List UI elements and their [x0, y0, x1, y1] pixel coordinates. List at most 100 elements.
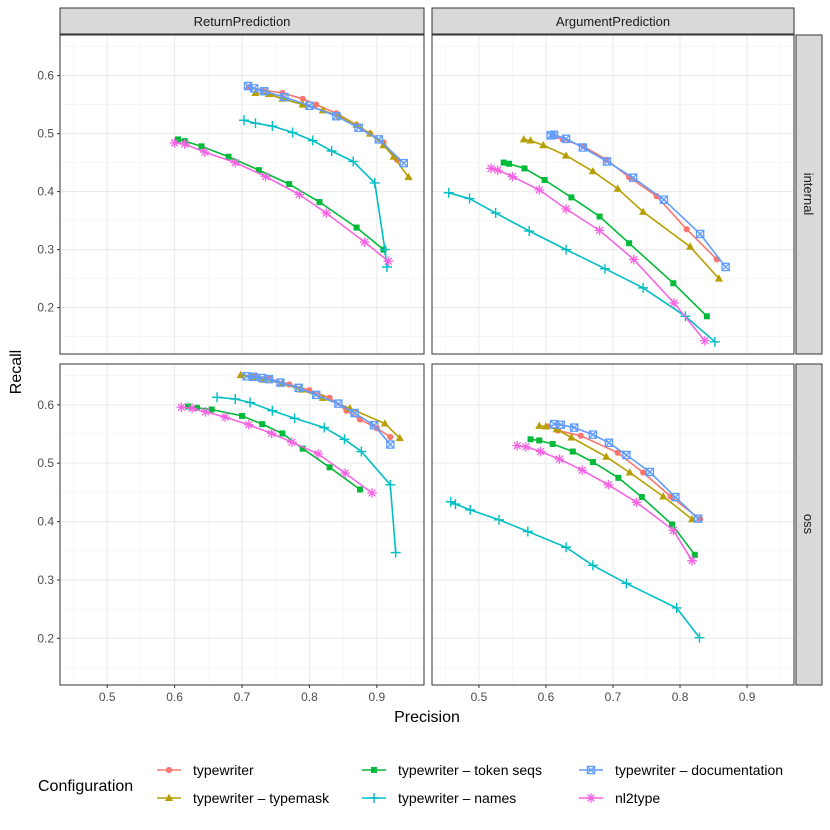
data-point	[721, 262, 730, 272]
data-point	[249, 372, 258, 382]
panel-argumentprediction-oss: 0.5 0.6 0.7 0.8 0.9	[431, 363, 795, 704]
data-point	[311, 390, 321, 400]
data-point	[369, 177, 380, 188]
data-point	[287, 127, 298, 138]
series-returnprediction-internal-plus	[239, 115, 392, 272]
data-point	[386, 440, 395, 449]
x-tick-label: 0.8	[672, 690, 689, 704]
series-returnprediction-internal-boxed-x	[243, 81, 409, 168]
data-point	[465, 504, 476, 515]
data-point	[245, 397, 256, 408]
x-tick-label: 0.7	[605, 690, 622, 704]
data-point	[527, 436, 534, 443]
data-point	[332, 111, 341, 121]
data-point	[524, 226, 535, 237]
data-point	[561, 134, 571, 144]
data-point	[490, 208, 501, 219]
data-point	[369, 421, 379, 430]
data-point	[374, 135, 384, 144]
data-point	[577, 465, 587, 476]
data-point	[615, 474, 622, 481]
strip-column-return-bg	[59, 7, 425, 35]
x-axis-title: Precision	[394, 709, 460, 726]
data-point	[535, 421, 544, 429]
legend-label: typewriter – documentation	[615, 762, 783, 778]
data-point	[264, 374, 274, 384]
data-point	[350, 408, 359, 418]
data-point	[353, 224, 360, 231]
data-point	[359, 237, 370, 247]
legend-item-square: typewriter – token seqs	[362, 762, 542, 778]
x-tick-label: 0.5	[99, 690, 116, 704]
strip-row-internal-label: internal	[801, 173, 816, 216]
data-point	[628, 173, 638, 182]
panel-argumentprediction-internal	[431, 34, 795, 355]
data-point	[596, 213, 603, 220]
strip-row-internal-bg	[795, 34, 823, 355]
data-point	[267, 405, 278, 416]
data-point	[259, 87, 269, 96]
data-point	[693, 514, 703, 523]
data-point	[694, 632, 705, 643]
legend-label: typewriter – names	[398, 790, 516, 806]
x-tick-label: 0.6	[166, 690, 183, 704]
data-point	[354, 123, 363, 133]
panels-layer: 0.20.30.40.50.60.20.30.40.50.60.5 0.6 0.7 0…	[37, 34, 795, 704]
data-point	[599, 263, 610, 274]
data-point	[280, 92, 289, 102]
legend-label: typewriter – typemask	[193, 790, 330, 806]
data-point	[356, 486, 363, 493]
panel-returnprediction-oss: 0.2 0.3 0.4 0.5 0.6 0.5 0.6 0.7 0.8 0.9	[37, 363, 425, 704]
data-point	[299, 445, 306, 452]
data-point	[208, 406, 215, 413]
data-point	[714, 274, 724, 282]
x-tick-label: 0.8	[301, 690, 318, 704]
data-point	[276, 378, 285, 387]
series-argumentprediction-oss-plus	[445, 496, 705, 643]
data-point	[556, 420, 565, 429]
series-argumentprediction-internal-triangle	[519, 135, 724, 282]
data-point	[554, 454, 565, 464]
data-point	[535, 446, 546, 457]
data-point	[536, 437, 543, 444]
data-point	[379, 244, 390, 255]
data-point	[683, 226, 690, 233]
legend-item-triangle: typewriter – typemask	[157, 790, 330, 806]
data-point	[626, 240, 633, 247]
data-point	[266, 428, 277, 439]
data-point	[645, 467, 655, 477]
strip-column-argument: ArgumentPrediction	[431, 7, 795, 35]
series-line	[181, 406, 373, 494]
series-argumentprediction-oss-star	[512, 440, 697, 566]
data-point	[255, 167, 262, 174]
data-point	[319, 422, 330, 433]
x-tick-label: 0.7	[234, 690, 251, 704]
data-point	[638, 494, 645, 501]
data-point	[326, 146, 337, 156]
data-point	[367, 488, 377, 498]
y-tick-label: 0.5	[37, 456, 54, 470]
series-line	[217, 396, 397, 553]
series-returnprediction-oss-boxed-x	[242, 372, 395, 449]
data-point	[383, 256, 394, 266]
data-point	[621, 578, 632, 589]
data-point	[179, 139, 190, 149]
data-point	[549, 130, 559, 140]
data-point	[569, 423, 579, 432]
data-point	[445, 496, 456, 507]
x-tick-label: 0.9	[368, 690, 385, 704]
data-point	[668, 521, 675, 528]
data-point	[239, 412, 245, 419]
data-point	[381, 262, 392, 272]
series-argumentprediction-oss-boxed-x	[549, 419, 703, 523]
data-point	[390, 547, 401, 558]
y-tick-label: 0.3	[37, 243, 54, 257]
data-point	[249, 84, 259, 93]
data-point	[567, 433, 576, 441]
data-point	[521, 165, 528, 172]
y-axis-title: Recall	[8, 350, 25, 394]
strip-row-oss-label: oss	[801, 514, 816, 535]
y-tick-label: 0.4	[37, 515, 54, 529]
data-point	[603, 480, 614, 490]
